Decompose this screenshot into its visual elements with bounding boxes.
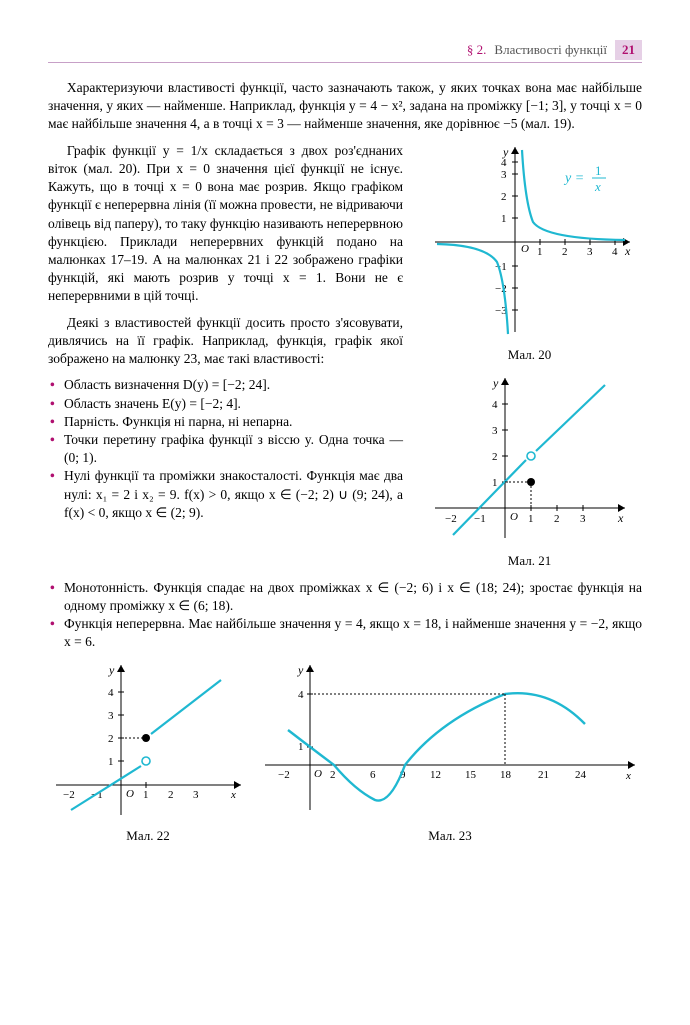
list-item: Точки перетину графіка функції з віссю y…	[48, 431, 403, 467]
section-symbol: § 2.	[467, 42, 487, 58]
svg-text:4: 4	[492, 399, 498, 411]
svg-text:O: O	[521, 243, 529, 255]
svg-text:3: 3	[580, 513, 586, 525]
svg-text:3: 3	[193, 789, 199, 801]
caption-23: Мал. 23	[258, 828, 642, 844]
svg-text:2: 2	[168, 789, 174, 801]
svg-text:2: 2	[108, 733, 114, 745]
chart-20: O x y 1 2 3 4 −1 −2 −3 1 2	[425, 142, 635, 341]
svg-text:1: 1	[595, 163, 602, 178]
list-item: Функція неперервна. Має найбільше значен…	[48, 615, 642, 651]
caption-21: Мал. 21	[508, 553, 551, 569]
paragraph-3: Деякі з властивостей функції досить прос…	[48, 314, 403, 369]
page-header: § 2. Властивості функції 21	[48, 40, 642, 63]
svg-text:6: 6	[370, 769, 376, 781]
svg-text:4: 4	[612, 246, 618, 258]
svg-text:−2: −2	[278, 769, 290, 781]
svg-text:1: 1	[537, 246, 543, 258]
page-number: 21	[615, 40, 642, 60]
chart-21: O x y 1 2 3 4 −2 −1 1 2 3	[430, 373, 630, 547]
svg-text:y: y	[492, 376, 499, 390]
list-item: Область визначення D(y) = [−2; 24].	[48, 376, 403, 394]
paragraph-1: Характеризуючи властивості функції, част…	[48, 79, 642, 134]
svg-text:24: 24	[575, 769, 587, 781]
svg-text:21: 21	[538, 769, 549, 781]
svg-text:4: 4	[298, 689, 304, 701]
svg-text:−1: −1	[474, 513, 486, 525]
properties-list-left: Область визначення D(y) = [−2; 24]. Обла…	[48, 376, 403, 522]
svg-text:2: 2	[501, 191, 507, 203]
properties-list-full: Монотонність. Функція спадає на двох про…	[48, 579, 642, 652]
svg-text:y: y	[297, 663, 304, 677]
svg-text:12: 12	[430, 769, 441, 781]
caption-20: Мал. 20	[508, 347, 551, 363]
svg-text:O: O	[126, 788, 134, 800]
svg-text:x: x	[617, 511, 624, 525]
list-item: Монотонність. Функція спадає на двох про…	[48, 579, 642, 615]
svg-text:x: x	[230, 789, 236, 801]
svg-text:18: 18	[500, 769, 512, 781]
svg-text:15: 15	[465, 769, 477, 781]
svg-text:O: O	[314, 768, 322, 780]
section-title: Властивості функції	[494, 42, 607, 58]
svg-text:−2: −2	[63, 789, 75, 801]
list-item: Область значень E(y) = [−2; 4].	[48, 395, 403, 413]
svg-text:x: x	[625, 770, 631, 782]
svg-text:1: 1	[298, 741, 304, 753]
svg-text:1: 1	[501, 213, 507, 225]
svg-text:3: 3	[587, 246, 593, 258]
svg-text:2: 2	[492, 451, 498, 463]
svg-text:x: x	[624, 244, 631, 258]
svg-text:1: 1	[492, 477, 498, 489]
svg-text:4: 4	[108, 687, 114, 699]
svg-text:1: 1	[108, 756, 114, 768]
svg-text:−2: −2	[445, 513, 457, 525]
svg-text:3: 3	[492, 425, 498, 437]
svg-text:1: 1	[528, 513, 534, 525]
chart-22: O x y 1 2 3 4 −2 −1 1 2 3	[48, 660, 248, 824]
svg-text:2: 2	[554, 513, 560, 525]
caption-22: Мал. 22	[48, 828, 248, 844]
list-item: Парність. Функція ні парна, ні непарна.	[48, 413, 403, 431]
svg-text:3: 3	[501, 169, 507, 181]
svg-text:y =: y =	[563, 171, 584, 186]
svg-text:x: x	[594, 179, 601, 194]
list-item: Нулі функції та проміжки знакосталості. …	[48, 467, 403, 522]
svg-text:1: 1	[143, 789, 149, 801]
header-rule	[48, 62, 642, 63]
svg-text:4: 4	[501, 157, 507, 169]
svg-text:O: O	[510, 511, 518, 523]
svg-text:3: 3	[108, 710, 114, 722]
chart-23: O x y 1 4 −2 2 6 9 12 15 18	[258, 660, 642, 824]
svg-text:2: 2	[562, 246, 568, 258]
paragraph-2: Графік функції y = 1/x складається з дво…	[48, 142, 403, 306]
svg-text:y: y	[108, 663, 115, 677]
svg-text:2: 2	[330, 769, 336, 781]
